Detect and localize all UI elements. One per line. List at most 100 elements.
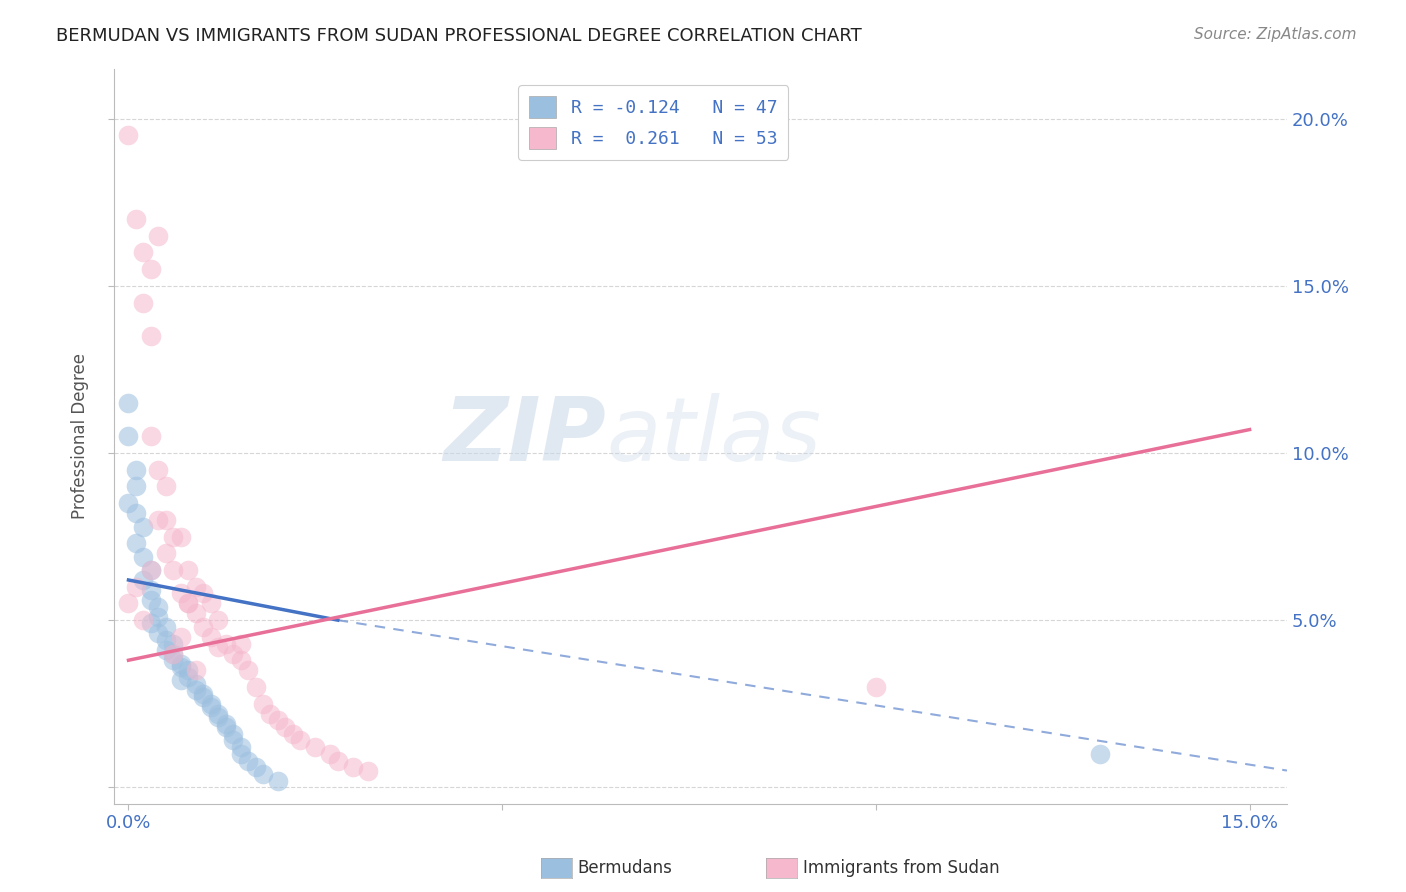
Point <box>222 727 245 741</box>
Point <box>214 716 236 731</box>
Point <box>207 613 229 627</box>
Point <box>207 640 229 654</box>
Point <box>290 733 312 747</box>
Point <box>155 479 177 493</box>
Point <box>132 245 155 260</box>
Point <box>125 211 148 226</box>
Point <box>170 586 193 600</box>
Point <box>139 616 162 631</box>
Point <box>162 563 184 577</box>
Text: Bermudans: Bermudans <box>578 859 672 877</box>
Point <box>132 549 155 564</box>
Point <box>229 636 252 650</box>
Point <box>177 596 200 610</box>
Point <box>200 700 222 714</box>
Point <box>139 563 162 577</box>
Point <box>214 720 236 734</box>
Point <box>200 697 222 711</box>
Point <box>207 710 229 724</box>
Point <box>319 747 342 761</box>
Text: atlas: atlas <box>606 393 821 479</box>
Point <box>148 599 170 614</box>
Point <box>117 596 139 610</box>
Point <box>132 519 155 533</box>
Point <box>170 657 193 671</box>
Point <box>236 754 259 768</box>
Point <box>184 683 207 698</box>
Point <box>125 536 148 550</box>
Point <box>184 580 207 594</box>
Point <box>222 647 245 661</box>
Point <box>229 740 252 755</box>
Point <box>193 690 215 704</box>
Point <box>162 647 184 661</box>
Point <box>155 620 177 634</box>
Point <box>222 733 245 747</box>
Point <box>193 687 215 701</box>
Point <box>865 680 887 694</box>
Point <box>155 643 177 657</box>
Point <box>139 593 162 607</box>
Point <box>245 760 267 774</box>
Point <box>170 660 193 674</box>
Point <box>200 596 222 610</box>
Text: ZIP: ZIP <box>444 392 606 480</box>
Text: Immigrants from Sudan: Immigrants from Sudan <box>803 859 1000 877</box>
Point <box>132 613 155 627</box>
Point <box>214 636 236 650</box>
Text: Source: ZipAtlas.com: Source: ZipAtlas.com <box>1194 27 1357 42</box>
Point <box>207 706 229 721</box>
Point <box>229 747 252 761</box>
Point <box>170 630 193 644</box>
Y-axis label: Professional Degree: Professional Degree <box>72 353 89 519</box>
Point <box>139 582 162 597</box>
Point <box>245 680 267 694</box>
Point <box>200 630 222 644</box>
Point <box>117 429 139 443</box>
Point <box>267 714 290 728</box>
Point <box>148 513 170 527</box>
Point <box>193 586 215 600</box>
Point <box>132 295 155 310</box>
Point <box>304 740 326 755</box>
Point <box>139 429 162 443</box>
Point <box>259 706 281 721</box>
Point <box>184 607 207 621</box>
Point <box>125 479 148 493</box>
Point <box>193 620 215 634</box>
Point <box>177 563 200 577</box>
Point <box>1088 747 1111 761</box>
Point <box>162 647 184 661</box>
Point <box>117 396 139 410</box>
Point <box>132 573 155 587</box>
Point <box>162 636 184 650</box>
Point <box>125 506 148 520</box>
Point <box>139 329 162 343</box>
Point <box>184 676 207 690</box>
Point <box>356 764 378 778</box>
Point <box>139 262 162 277</box>
Point <box>139 563 162 577</box>
Point <box>148 463 170 477</box>
Point <box>177 670 200 684</box>
Point <box>148 609 170 624</box>
Point <box>252 767 274 781</box>
Point <box>274 720 297 734</box>
Point <box>117 496 139 510</box>
Legend: R = -0.124   N = 47, R =  0.261   N = 53: R = -0.124 N = 47, R = 0.261 N = 53 <box>519 85 789 160</box>
Point <box>155 513 177 527</box>
Point <box>267 773 290 788</box>
Point <box>155 633 177 648</box>
Point <box>125 463 148 477</box>
Text: BERMUDAN VS IMMIGRANTS FROM SUDAN PROFESSIONAL DEGREE CORRELATION CHART: BERMUDAN VS IMMIGRANTS FROM SUDAN PROFES… <box>56 27 862 45</box>
Point <box>117 128 139 143</box>
Point <box>162 653 184 667</box>
Point <box>125 580 148 594</box>
Point <box>229 653 252 667</box>
Point <box>281 727 304 741</box>
Point <box>148 626 170 640</box>
Point <box>155 546 177 560</box>
Point <box>236 663 259 677</box>
Point <box>177 663 200 677</box>
Point <box>170 673 193 688</box>
